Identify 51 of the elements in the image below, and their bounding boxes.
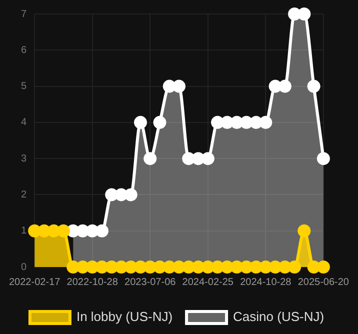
point [124, 188, 138, 202]
point [288, 8, 302, 20]
x-tick-label: 2024-10-28 [240, 276, 292, 288]
point [105, 260, 118, 274]
point [211, 116, 224, 129]
point [307, 80, 320, 93]
point [288, 260, 302, 274]
point [316, 152, 330, 166]
point [211, 260, 224, 274]
legend-label: Casino (US-NJ) [233, 309, 324, 324]
point [298, 8, 311, 20]
y-tick-label: 1 [21, 226, 28, 237]
point [278, 80, 292, 93]
point [220, 260, 234, 274]
legend-label: In lobby (US-NJ) [76, 309, 173, 324]
point [153, 116, 166, 129]
y-tick-label: 3 [21, 153, 28, 164]
x-tick-label: 2022-10-28 [66, 276, 118, 288]
point [66, 260, 80, 274]
y-tick-label: 7 [21, 8, 28, 20]
point [201, 152, 214, 166]
point [259, 260, 272, 274]
point [316, 260, 330, 274]
point [95, 260, 108, 274]
point [298, 224, 311, 238]
x-tick-label: 2023-07-06 [124, 276, 176, 288]
point [76, 224, 90, 238]
point [95, 224, 108, 238]
point [134, 116, 147, 129]
point [220, 116, 234, 129]
x-tick-label: 2022-02-17 [9, 276, 61, 288]
x-tick-label: 2024-02-25 [182, 276, 234, 288]
y-tick-label: 5 [21, 81, 28, 92]
y-tick-label: 2 [21, 189, 28, 200]
point [144, 260, 157, 274]
y-tick-label: 6 [21, 44, 28, 56]
point [56, 224, 70, 238]
point [144, 152, 157, 166]
point [250, 260, 263, 274]
point [182, 260, 196, 274]
point [86, 224, 99, 238]
y-tick-label: 4 [21, 117, 28, 128]
y-tick-label: 0 [21, 262, 28, 273]
point [259, 116, 272, 129]
point [172, 80, 186, 93]
x-tick-label: 2025-06-20 [298, 276, 350, 288]
point [38, 224, 51, 238]
point [134, 260, 147, 274]
point [250, 116, 263, 129]
point [182, 152, 196, 166]
point [172, 260, 186, 274]
